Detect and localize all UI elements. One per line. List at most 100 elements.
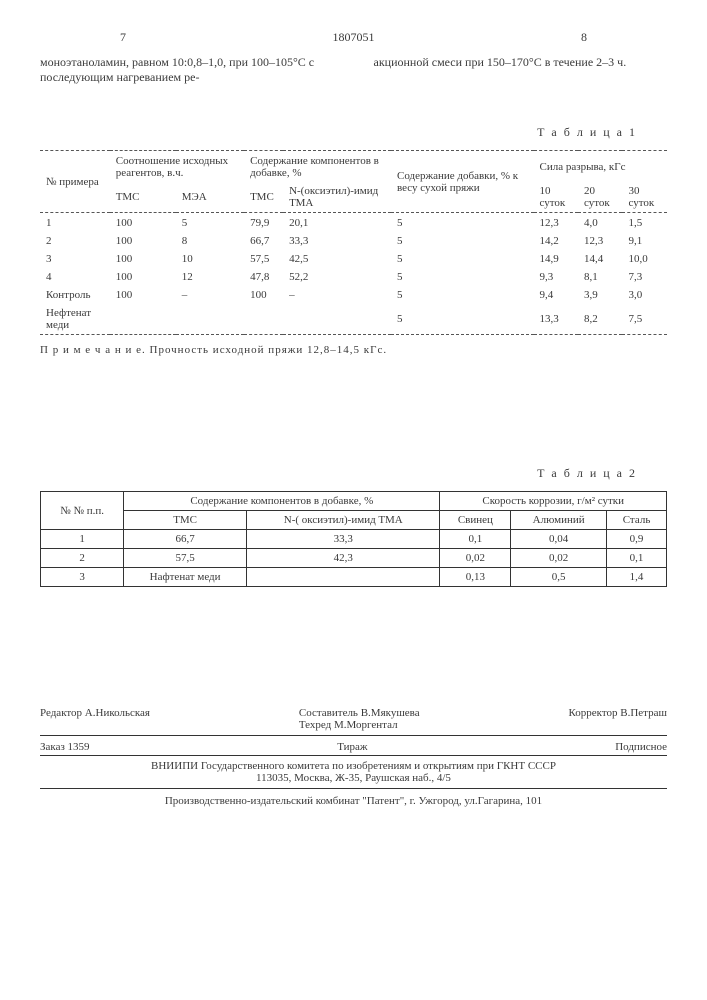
para-left: моноэтаноламин, равном 10:0,8–1,0, при 1… [40,55,334,85]
table-cell: 33,3 [247,530,440,549]
table-cell: 12 [176,268,244,286]
t2-h-content: Содержание компонентов в добавке, % [124,492,440,511]
table-cell: 9,1 [622,232,667,250]
table-cell: 0,02 [511,549,607,568]
table-cell: 10,0 [622,250,667,268]
table-cell: 0,02 [440,549,511,568]
table1-label: Т а б л и ц а 1 [40,125,637,140]
table-cell: 3,0 [622,286,667,304]
t2-h-corr: Скорость коррозии, г/м² сутки [440,492,667,511]
table-cell: 0,04 [511,530,607,549]
t1-h-force: Сила разрыва, кГс [534,152,667,182]
corrector: Корректор В.Петраш [568,707,667,731]
table-cell: 100 [244,286,283,304]
footer: Редактор А.Никольская Составитель В.Мяку… [40,707,667,807]
para-right: акционной смеси при 150–170°С в течение … [374,55,668,85]
table1: № примера Соотношение исходных реагентов… [40,150,667,336]
t1-h-tms: ТМС [110,182,176,213]
table-cell: 20,1 [283,214,391,232]
table-cell: 12,3 [578,232,622,250]
table1-note: П р и м е ч а н и е. Прочность исходной … [40,344,667,356]
table-cell: Контроль [40,286,110,304]
compiler: Составитель В.Мякушева [299,707,420,719]
table-cell: 10 [176,250,244,268]
t1-h-30: 30 суток [622,182,667,213]
tirage: Тираж [337,741,367,753]
table2-label: Т а б л и ц а 2 [40,466,637,481]
table-cell: – [283,286,391,304]
t1-h-content: Содержание компонентов в добавке, % [244,152,391,182]
table-cell: 4,0 [578,214,622,232]
t2-h-al: Алюминий [511,511,607,530]
table-cell: Нефтенат меди [40,304,110,335]
table-cell: 3 [41,568,124,587]
t2-h-nox: N-( оксиэтил)-имид ТМА [247,511,440,530]
table-cell: 5 [391,268,534,286]
t1-h-ratio: Соотношение исходных реагентов, в.ч. [110,152,244,182]
table-cell: 8,2 [578,304,622,335]
table-cell: 9,3 [534,268,578,286]
table-cell: 14,4 [578,250,622,268]
table-cell: 7,3 [622,268,667,286]
table-cell: 3,9 [578,286,622,304]
table-cell: 12,3 [534,214,578,232]
table-cell: 13,3 [534,304,578,335]
table-cell: 8,1 [578,268,622,286]
techred: Техред М.Моргентал [299,719,398,731]
table-cell: 5 [391,286,534,304]
order-num: Заказ 1359 [40,741,90,753]
table-cell: 47,8 [244,268,283,286]
t2-h-pb: Свинец [440,511,511,530]
subscript: Подписное [615,741,667,753]
table-cell: 1 [40,214,110,232]
table-cell: 14,9 [534,250,578,268]
table-cell: 100 [110,214,176,232]
table2: № № п.п. Содержание компонентов в добавк… [40,491,667,587]
table-cell: 42,5 [283,250,391,268]
table-cell: 2 [41,549,124,568]
table-cell: Нафтенат меди [124,568,247,587]
t1-h-num: № примера [40,152,110,213]
table-cell [176,304,244,335]
page-header: 7 1807051 8 [40,30,667,45]
t1-h-mea: МЭА [176,182,244,213]
table-cell: 5 [391,250,534,268]
t2-h-st: Сталь [607,511,667,530]
table-cell: 79,9 [244,214,283,232]
table-cell: 33,3 [283,232,391,250]
table-cell: 66,7 [244,232,283,250]
table-cell: 57,5 [244,250,283,268]
table-cell: 1,4 [607,568,667,587]
table-cell: 9,4 [534,286,578,304]
table-cell: 66,7 [124,530,247,549]
t1-h-10: 10 суток [534,182,578,213]
table-cell [110,304,176,335]
table-cell: 7,5 [622,304,667,335]
t1-h-add: Содержание добавки, % к весу сухой пряжи [391,152,534,213]
page-left: 7 [120,30,126,45]
org-line1: ВНИИПИ Государственного комитета по изоб… [151,760,556,772]
table-cell: – [176,286,244,304]
t1-h-ct: ТМС [244,182,283,213]
table-cell: 5 [391,232,534,250]
table-cell [244,304,283,335]
table-cell [283,304,391,335]
table-cell: 2 [40,232,110,250]
table-cell: 100 [110,232,176,250]
body-paragraph: моноэтаноламин, равном 10:0,8–1,0, при 1… [40,55,667,85]
table-cell: 42,3 [247,549,440,568]
table-cell: 0,1 [440,530,511,549]
table-cell: 1,5 [622,214,667,232]
table-cell: 5 [391,214,534,232]
t1-h-20: 20 суток [578,182,622,213]
table-cell [247,568,440,587]
table-cell: 52,2 [283,268,391,286]
editor: Редактор А.Никольская [40,707,150,731]
table-cell: 3 [40,250,110,268]
org-line2: 113035, Москва, Ж-35, Раушская наб., 4/5 [256,772,451,784]
table-cell: 100 [110,286,176,304]
table-cell: 14,2 [534,232,578,250]
patent-number: 1807051 [333,30,375,45]
table-cell: 100 [110,250,176,268]
table-cell: 5 [391,304,534,335]
